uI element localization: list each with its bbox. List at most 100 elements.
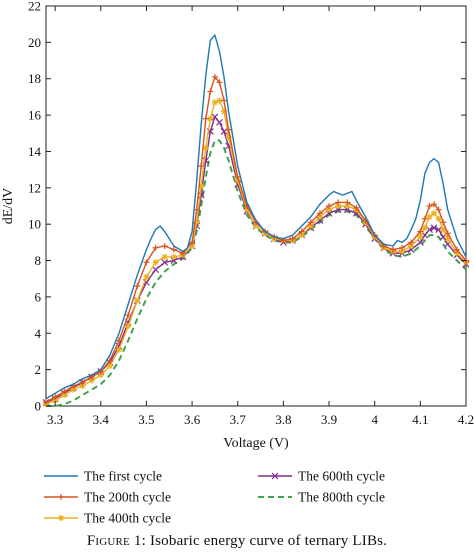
series-2-point [43, 399, 49, 406]
series-2-point [316, 210, 323, 217]
series-2-point [289, 235, 296, 242]
x-tick-label: 4.2 [458, 412, 474, 427]
series-2-point [116, 337, 123, 344]
series-2-point [326, 203, 333, 209]
series-2-point [125, 312, 132, 319]
plot-area-frame [45, 5, 467, 407]
series-2-point [353, 204, 360, 211]
series-2-point [202, 115, 209, 122]
series-2-point [335, 199, 342, 206]
series-4-point [416, 238, 424, 246]
series-2-point [440, 219, 447, 226]
series-2-point [106, 357, 113, 364]
x-tick-label: 4.1 [412, 412, 428, 427]
y-tick-label: 0 [35, 399, 42, 414]
series-2-point [307, 219, 314, 226]
series-3-point [431, 210, 438, 217]
series-4-point [161, 258, 169, 266]
legend-marker [58, 515, 64, 521]
legend-label: The 400th cycle [84, 511, 171, 526]
y-tick-label: 8 [35, 253, 42, 268]
x-tick-label: 3.9 [321, 412, 337, 427]
caption-figure-label: Figure 1: [86, 533, 146, 549]
y-tick-label: 16 [28, 108, 42, 123]
series-2-point [189, 239, 196, 246]
series-2-point [298, 228, 305, 235]
series-2-point [421, 215, 428, 222]
series-2-point [61, 388, 68, 395]
y-tick-label: 10 [28, 217, 41, 232]
series-3-point [421, 224, 428, 231]
y-tick-label: 22 [28, 0, 41, 14]
series-2-point [225, 126, 232, 133]
series-line-2 [45, 76, 467, 403]
series-3-point [161, 253, 168, 260]
series-3-point [444, 235, 451, 242]
series-4-point [430, 224, 438, 232]
series-2-point [399, 244, 406, 251]
series-1 [45, 34, 467, 400]
legend-label: The first cycle [84, 469, 162, 484]
series-2-point [170, 246, 177, 253]
legend-item-2: The 200th cycle [44, 490, 171, 505]
series-3-point [326, 206, 333, 213]
x-tick-label: 3.6 [184, 412, 201, 427]
series-2-point [344, 199, 351, 206]
x-tick-label: 3.8 [275, 412, 291, 427]
series-2-point [453, 246, 460, 253]
legend-label: The 800th cycle [298, 490, 385, 505]
series-3-point [435, 215, 442, 222]
series-4-point [152, 266, 159, 274]
legend-label: The 600th cycle [298, 469, 385, 484]
legend-marker [58, 494, 64, 500]
series-2-point [426, 203, 433, 209]
series-4-point [435, 226, 443, 234]
x-tick-label: 3.5 [138, 412, 154, 427]
figure-caption: Figure 1: Isobaric energy curve of terna… [0, 533, 474, 550]
y-tick-label: 18 [28, 71, 41, 86]
series-3-point [116, 346, 123, 353]
y-tick-label: 20 [28, 35, 41, 50]
series-2-point [211, 73, 218, 80]
series-2-point [52, 393, 59, 400]
legend-item-4: The 600th cycle [258, 469, 385, 484]
y-tick-label: 14 [28, 144, 42, 159]
series-2-point [444, 230, 451, 237]
series-2-point [161, 243, 168, 249]
series-2-point [152, 244, 159, 251]
series-3-point [170, 253, 177, 260]
series-3-point [152, 259, 159, 266]
x-tick-label: 4 [371, 412, 378, 427]
series-3-point [211, 99, 218, 106]
series-2-point [207, 88, 214, 95]
x-tick-label: 3.4 [93, 412, 110, 427]
series-2-point [408, 239, 415, 246]
series-2-point [435, 206, 442, 213]
series-2-point [389, 246, 396, 253]
legend-label: The 200th cycle [84, 490, 171, 505]
series-2-point [198, 163, 205, 169]
series-line-1 [45, 34, 467, 400]
series-3-point [417, 233, 424, 240]
series-2-point [417, 228, 424, 235]
y-tick-label: 12 [28, 180, 41, 195]
series-2-point [431, 201, 438, 208]
legend-item-5: The 800th cycle [258, 490, 385, 505]
series-layer [42, 34, 470, 408]
y-tick-label: 2 [35, 362, 42, 377]
series-2-point [134, 283, 141, 289]
x-tick-label: 3.3 [47, 412, 63, 427]
series-3-point [202, 144, 209, 151]
y-tick-label: 6 [35, 289, 42, 304]
series-3-point [440, 226, 447, 233]
series-3-point [106, 363, 113, 369]
caption-text: Isobaric energy curve of ternary LIBs. [149, 533, 388, 549]
x-tick-label: 3.7 [230, 412, 247, 427]
series-3-point [134, 297, 141, 304]
y-tick-label: 4 [35, 326, 42, 341]
series-2-point [143, 259, 150, 266]
series-2-point [221, 97, 228, 104]
series-3-point [216, 97, 223, 104]
